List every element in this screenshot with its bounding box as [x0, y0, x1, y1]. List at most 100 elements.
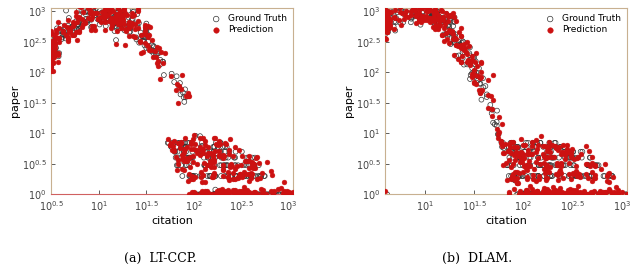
Ground Truth — [220, 163, 230, 167]
Ground Truth — [249, 163, 259, 167]
Prediction — [214, 192, 225, 197]
Prediction — [575, 175, 585, 180]
Prediction — [77, 24, 87, 29]
Ground Truth — [530, 192, 540, 197]
Prediction — [223, 175, 233, 180]
Prediction — [230, 177, 241, 181]
Ground Truth — [513, 145, 523, 149]
Prediction — [560, 157, 570, 161]
Prediction — [251, 156, 261, 160]
Prediction — [118, 13, 129, 18]
Prediction — [587, 155, 597, 159]
Ground Truth — [196, 192, 207, 197]
Ground Truth — [83, 9, 93, 14]
Ground Truth — [550, 192, 560, 197]
Ground Truth — [593, 163, 604, 167]
Prediction — [531, 189, 541, 193]
Prediction — [396, 3, 406, 7]
Ground Truth — [428, 15, 438, 19]
Prediction — [522, 192, 532, 196]
Ground Truth — [81, 12, 91, 16]
Prediction — [200, 192, 211, 197]
Prediction — [248, 166, 259, 170]
Prediction — [556, 151, 566, 156]
Ground Truth — [188, 174, 198, 178]
Ground Truth — [242, 192, 252, 197]
Prediction — [517, 160, 527, 164]
X-axis label: citation: citation — [485, 216, 527, 226]
Prediction — [586, 190, 596, 194]
Ground Truth — [545, 192, 556, 197]
Ground Truth — [99, 19, 109, 23]
Ground Truth — [412, 14, 422, 18]
Prediction — [429, 7, 440, 11]
Ground Truth — [595, 192, 605, 197]
Ground Truth — [428, 9, 438, 14]
Prediction — [102, 8, 113, 12]
Prediction — [447, 29, 458, 33]
Ground Truth — [497, 145, 507, 149]
Ground Truth — [450, 40, 460, 45]
Ground Truth — [202, 192, 212, 197]
Ground Truth — [525, 156, 536, 160]
Prediction — [568, 188, 579, 193]
Prediction — [196, 170, 206, 174]
Ground Truth — [430, 17, 440, 21]
Prediction — [68, 32, 79, 37]
Ground Truth — [554, 192, 564, 197]
Ground Truth — [284, 192, 294, 197]
Ground Truth — [179, 145, 189, 149]
Ground Truth — [380, 18, 390, 22]
Ground Truth — [117, 15, 127, 19]
Prediction — [91, 11, 101, 15]
Prediction — [525, 192, 536, 197]
Ground Truth — [209, 145, 220, 149]
Prediction — [221, 192, 232, 197]
Ground Truth — [241, 163, 252, 167]
Prediction — [474, 73, 484, 78]
Ground Truth — [172, 150, 182, 154]
Prediction — [497, 144, 508, 148]
Prediction — [52, 53, 63, 57]
Ground Truth — [81, 10, 91, 14]
Ground Truth — [528, 192, 538, 197]
Ground Truth — [562, 192, 572, 197]
Ground Truth — [380, 12, 390, 17]
Prediction — [524, 152, 534, 157]
Prediction — [458, 48, 468, 52]
Prediction — [574, 191, 584, 195]
Ground Truth — [458, 56, 468, 60]
Ground Truth — [58, 30, 68, 34]
Ground Truth — [566, 163, 576, 167]
Prediction — [140, 29, 150, 33]
Ground Truth — [543, 163, 554, 167]
Ground Truth — [73, 22, 83, 26]
Prediction — [208, 153, 218, 157]
Prediction — [77, 22, 88, 26]
Ground Truth — [380, 24, 390, 28]
Prediction — [585, 192, 595, 197]
Ground Truth — [188, 174, 198, 178]
Ground Truth — [592, 163, 602, 167]
Prediction — [456, 45, 466, 50]
Prediction — [50, 35, 60, 40]
Ground Truth — [552, 163, 562, 167]
Ground Truth — [46, 66, 56, 70]
Ground Truth — [440, 17, 451, 21]
Prediction — [223, 178, 234, 183]
Ground Truth — [535, 141, 545, 145]
Ground Truth — [259, 174, 269, 178]
Prediction — [380, 26, 390, 31]
Ground Truth — [108, 21, 118, 26]
Ground Truth — [525, 192, 536, 197]
Prediction — [288, 189, 298, 194]
Ground Truth — [175, 92, 186, 97]
Ground Truth — [225, 192, 236, 197]
Prediction — [215, 142, 225, 146]
Ground Truth — [63, 23, 73, 28]
Prediction — [418, 14, 428, 18]
Prediction — [556, 160, 566, 165]
Ground Truth — [521, 141, 531, 145]
Prediction — [428, 17, 438, 21]
Prediction — [145, 25, 155, 29]
